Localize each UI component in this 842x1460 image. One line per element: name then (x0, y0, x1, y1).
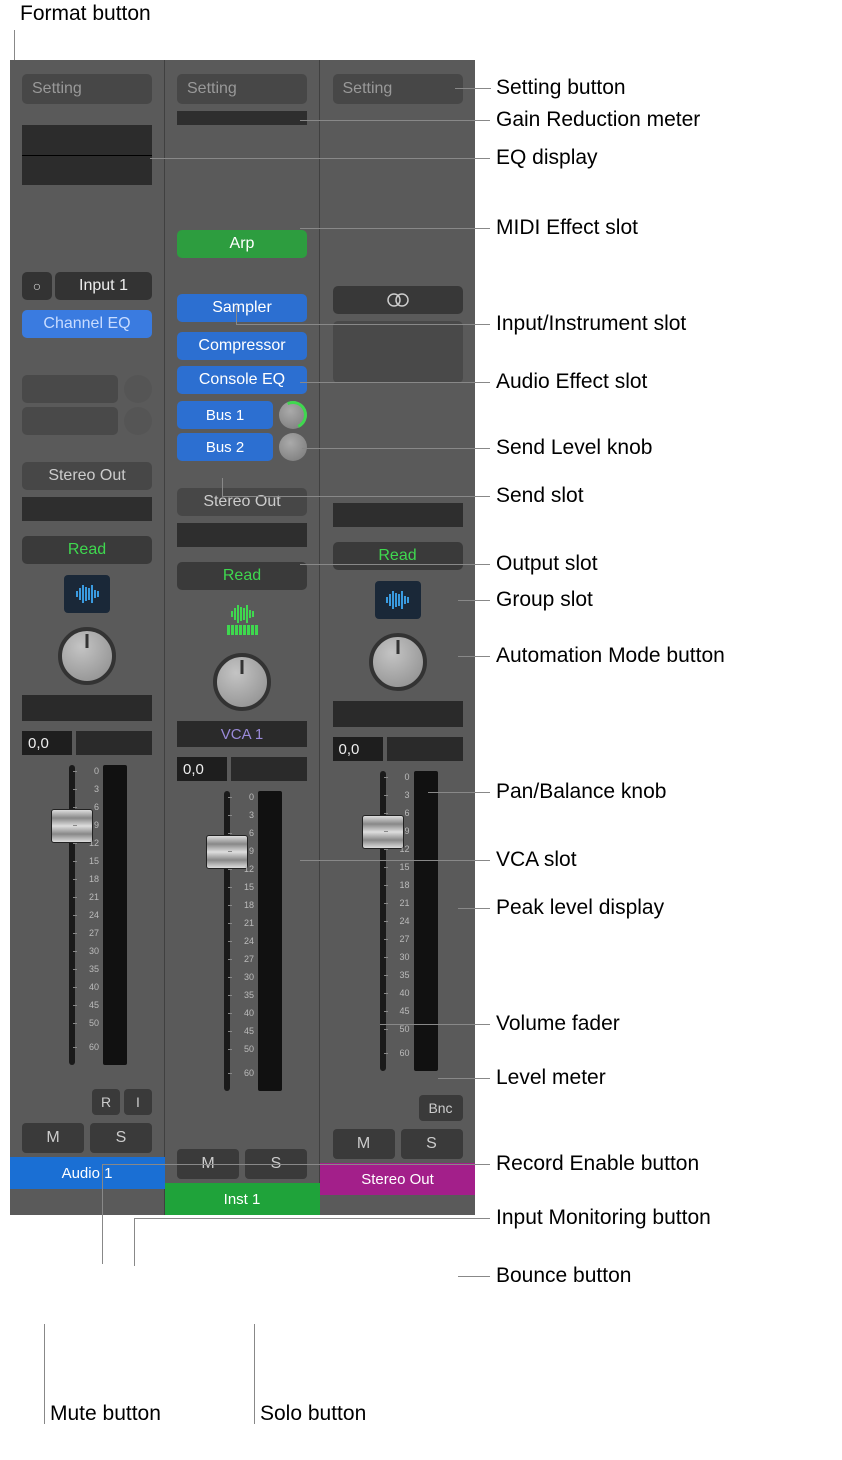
pan-knob[interactable] (213, 653, 271, 711)
fader-area: 03 69 1215 1821 2427 3035 4045 5060 (177, 791, 307, 1111)
callout-gain-reduction: Gain Reduction meter (496, 108, 700, 132)
send-slot[interactable]: Bus 1 (177, 401, 273, 429)
mixer: Setting ○ Input 1 Channel EQ Stereo Out … (10, 60, 475, 1215)
track-type-icon (375, 581, 421, 619)
input-slot[interactable]: Input 1 (55, 272, 152, 300)
callout-solo: Solo button (260, 1402, 366, 1426)
peak-blank (231, 757, 307, 781)
peak-blank (76, 731, 152, 755)
pan-knob[interactable] (58, 627, 116, 685)
callout-level-meter: Level meter (496, 1066, 606, 1090)
send-level-knob[interactable] (279, 401, 307, 429)
callout-mute: Mute button (50, 1402, 161, 1426)
callout-bounce: Bounce button (496, 1264, 631, 1288)
send-knob-empty[interactable] (124, 407, 152, 435)
vca-slot-empty[interactable]: . (22, 695, 152, 721)
input-monitoring-button[interactable]: I (124, 1089, 152, 1115)
gain-reduction-meter (177, 111, 307, 125)
midi-effect-slot[interactable]: Arp (177, 230, 307, 258)
solo-button[interactable]: S (90, 1123, 152, 1153)
track-type-icon (64, 575, 110, 613)
callout-send-knob: Send Level knob (496, 436, 652, 460)
audio-effect-slot[interactable]: Compressor (177, 332, 307, 360)
solo-button[interactable]: S (401, 1129, 463, 1159)
level-meter (258, 791, 282, 1091)
setting-button[interactable]: Setting (22, 74, 152, 104)
mute-button[interactable]: M (333, 1129, 395, 1159)
callout-input-mon: Input Monitoring button (496, 1206, 711, 1230)
automation-button[interactable]: Read (177, 562, 307, 590)
vca-slot[interactable]: VCA 1 (177, 721, 307, 747)
mute-button[interactable]: M (22, 1123, 84, 1153)
group-slot[interactable] (22, 497, 152, 521)
callout-send-slot: Send slot (496, 484, 584, 508)
pan-knob[interactable] (369, 633, 427, 691)
fader-track[interactable]: 03 69 1215 1821 2427 3035 4045 5060 (202, 791, 252, 1091)
stereo-format[interactable] (333, 286, 463, 314)
record-enable-button[interactable]: R (92, 1089, 120, 1115)
fader-track[interactable]: 03 69 1215 1821 2427 3035 4045 5060 (47, 765, 97, 1065)
group-slot[interactable] (177, 523, 307, 547)
format-button[interactable]: ○ (22, 272, 52, 300)
peak-level-display: 0,0 (177, 757, 227, 781)
fader-scale: 03 69 1215 1821 2427 3035 4045 5060 (382, 771, 410, 1071)
output-slot[interactable]: Stereo Out (22, 462, 152, 490)
fader-track[interactable]: 03 69 1215 1821 2427 3035 4045 5060 (358, 771, 408, 1071)
callout-midi-fx: MIDI Effect slot (496, 216, 638, 240)
setting-button[interactable]: Setting (333, 74, 463, 104)
send-slot[interactable]: Bus 2 (177, 433, 273, 461)
audio-effect-slot[interactable]: Console EQ (177, 366, 307, 394)
track-name[interactable]: Stereo Out (320, 1163, 475, 1195)
peak-blank (387, 737, 463, 761)
callout-output: Output slot (496, 552, 598, 576)
fader-area: 03 69 1215 1821 2427 3035 4045 5060 (22, 765, 152, 1085)
callout-peak: Peak level display (496, 896, 664, 920)
sends-area (333, 387, 463, 457)
callout-vca: VCA slot (496, 848, 577, 872)
track-type-icon (219, 601, 265, 639)
track-name[interactable]: Audio 1 (10, 1157, 165, 1189)
callout-input-inst: Input/Instrument slot (496, 312, 686, 336)
setting-button[interactable]: Setting (177, 74, 307, 104)
channel-strip-instrument: Setting Arp Sampler Compressor Console E… (165, 60, 320, 1215)
automation-button[interactable]: Read (333, 542, 463, 570)
callout-group: Group slot (496, 588, 593, 612)
audio-effect-area-empty[interactable] (333, 321, 463, 383)
audio-effect-slot[interactable]: Channel EQ (22, 310, 152, 338)
callout-audio-fx: Audio Effect slot (496, 370, 647, 394)
level-meter (103, 765, 127, 1065)
callout-pan: Pan/Balance knob (496, 780, 666, 804)
group-slot[interactable] (333, 503, 463, 527)
channel-strip-master: Setting Read . 0,0 (320, 60, 475, 1215)
bounce-button[interactable]: Bnc (419, 1095, 463, 1121)
callout-automation: Automation Mode button (496, 644, 725, 668)
peak-level-display: 0,0 (22, 731, 72, 755)
fader-scale: 03 69 1215 1821 2427 3035 4045 5060 (226, 791, 254, 1091)
level-meter (414, 771, 438, 1071)
send-knob-empty[interactable] (124, 375, 152, 403)
callout-eq: EQ display (496, 146, 598, 170)
sends-area (22, 375, 152, 445)
fader-scale: 03 69 1215 1821 2427 3035 4045 5060 (71, 765, 99, 1065)
send-slot-empty[interactable] (22, 375, 118, 403)
vca-slot-empty[interactable]: . (333, 701, 463, 727)
output-slot[interactable]: Stereo Out (177, 488, 307, 516)
eq-display[interactable] (22, 125, 152, 185)
callout-format: Format button (20, 2, 151, 26)
channel-strip-audio: Setting ○ Input 1 Channel EQ Stereo Out … (10, 60, 165, 1215)
sends-area: Bus 1 Bus 2 (177, 401, 307, 471)
automation-button[interactable]: Read (22, 536, 152, 564)
send-level-knob[interactable] (279, 433, 307, 461)
instrument-slot[interactable]: Sampler (177, 294, 307, 322)
callout-fader: Volume fader (496, 1012, 620, 1036)
callout-setting: Setting button (496, 76, 626, 100)
callout-rec: Record Enable button (496, 1152, 699, 1176)
track-name[interactable]: Inst 1 (165, 1183, 320, 1215)
peak-level-display: 0,0 (333, 737, 383, 761)
fader-area: 03 69 1215 1821 2427 3035 4045 5060 (333, 771, 463, 1091)
send-slot-empty[interactable] (22, 407, 118, 435)
